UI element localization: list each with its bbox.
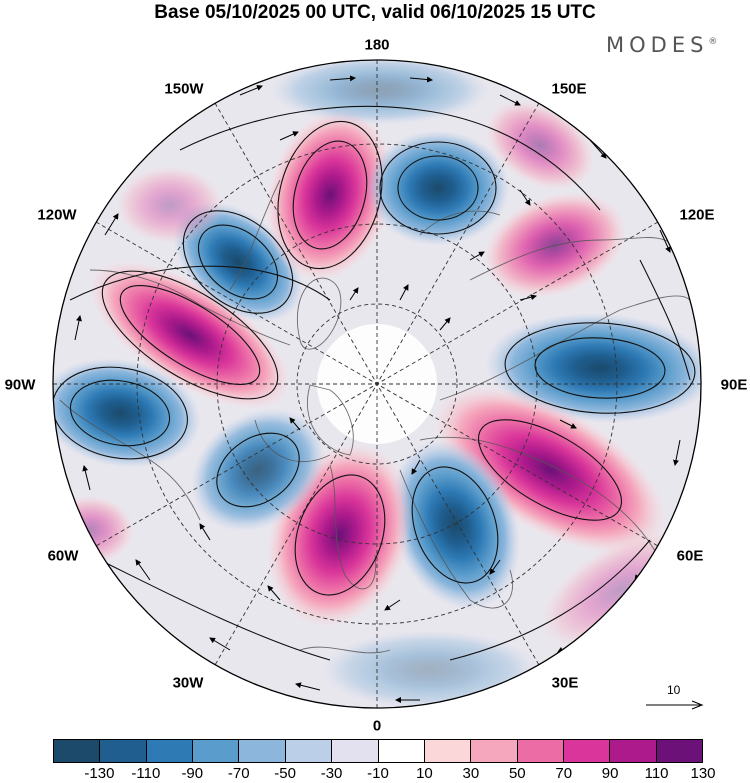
chart-title: Base 05/10/2025 00 UTC, valid 06/10/2025… — [154, 2, 596, 23]
colorbar-tick-label: 10 — [416, 765, 433, 782]
colorbar-tick-label: 50 — [508, 765, 526, 782]
colorbar — [53, 739, 703, 763]
colorbar-swatch — [517, 740, 564, 762]
colorbar-swatch — [193, 740, 240, 762]
colorbar-tick-label: -10 — [367, 765, 389, 782]
lon-label-0: 0 — [372, 717, 382, 735]
map-boundary — [52, 59, 702, 709]
brand-name: MODES — [606, 33, 709, 57]
colorbar-swatch — [285, 740, 333, 762]
colorbar-tick-label: 70 — [555, 765, 573, 782]
lon-label-90e: 90E — [720, 376, 748, 394]
colorbar-swatch — [471, 740, 518, 762]
colorbar-swatch — [146, 740, 194, 762]
colorbar-swatch — [563, 740, 611, 762]
colorbar-tick-label: -70 — [227, 765, 250, 782]
lon-label-30w: 30W — [172, 674, 204, 692]
anomaly-blob — [366, 130, 510, 246]
brand-logo: MODES® — [606, 33, 717, 57]
reference-vector-arrow — [646, 700, 704, 710]
colorbar-swatch — [100, 740, 147, 762]
colorbar-swatch — [424, 740, 472, 762]
colorbar-tick-label: 130 — [690, 765, 716, 782]
lon-label-120e: 120E — [679, 206, 715, 224]
colorbar-tick-label: 90 — [601, 765, 619, 782]
colorbar-swatch — [332, 740, 379, 762]
colorbar-tick-label: 110 — [644, 765, 669, 782]
anomaly-blob — [53, 357, 202, 469]
colorbar-swatch — [378, 740, 425, 762]
lon-label-30e: 30E — [551, 674, 579, 692]
anomaly-blob — [270, 60, 490, 125]
brand-registered-mark: ® — [708, 37, 718, 47]
lon-label-90w: 90W — [4, 376, 36, 394]
anomaly-blob — [485, 312, 701, 424]
colorbar-tick-label: 30 — [462, 765, 480, 782]
anomaly-blob — [88, 260, 292, 410]
lon-label-150w: 150W — [164, 80, 204, 98]
colorbar-swatch — [239, 740, 286, 762]
colorbar-swatch — [54, 740, 101, 762]
lon-label-60e: 60E — [676, 547, 704, 565]
lon-label-120w: 120W — [37, 206, 77, 224]
colorbar-tick-label: -50 — [274, 765, 296, 782]
reference-vector-label: 10 — [667, 683, 681, 697]
anomaly-blob — [190, 408, 326, 532]
lon-label-60w: 60W — [47, 547, 79, 565]
lon-label-150e: 150E — [551, 80, 587, 98]
anomaly-blob — [482, 191, 628, 299]
colorbar-tick-label: -110 — [131, 765, 161, 782]
anomaly-blob — [115, 165, 225, 245]
colorbar-swatch — [656, 740, 703, 762]
colorbar-tick-label: -30 — [320, 765, 343, 782]
colorbar-tick-label: -130 — [84, 765, 115, 782]
lon-label-180: 180 — [364, 36, 390, 54]
colorbar-tick-label: -90 — [181, 765, 204, 782]
anomaly-blob — [265, 108, 395, 282]
colorbar-swatch — [610, 740, 657, 762]
map-disk — [53, 60, 701, 708]
graticule — [53, 60, 701, 708]
anomaly-blob — [433, 385, 667, 555]
anomaly-blob — [389, 439, 521, 611]
